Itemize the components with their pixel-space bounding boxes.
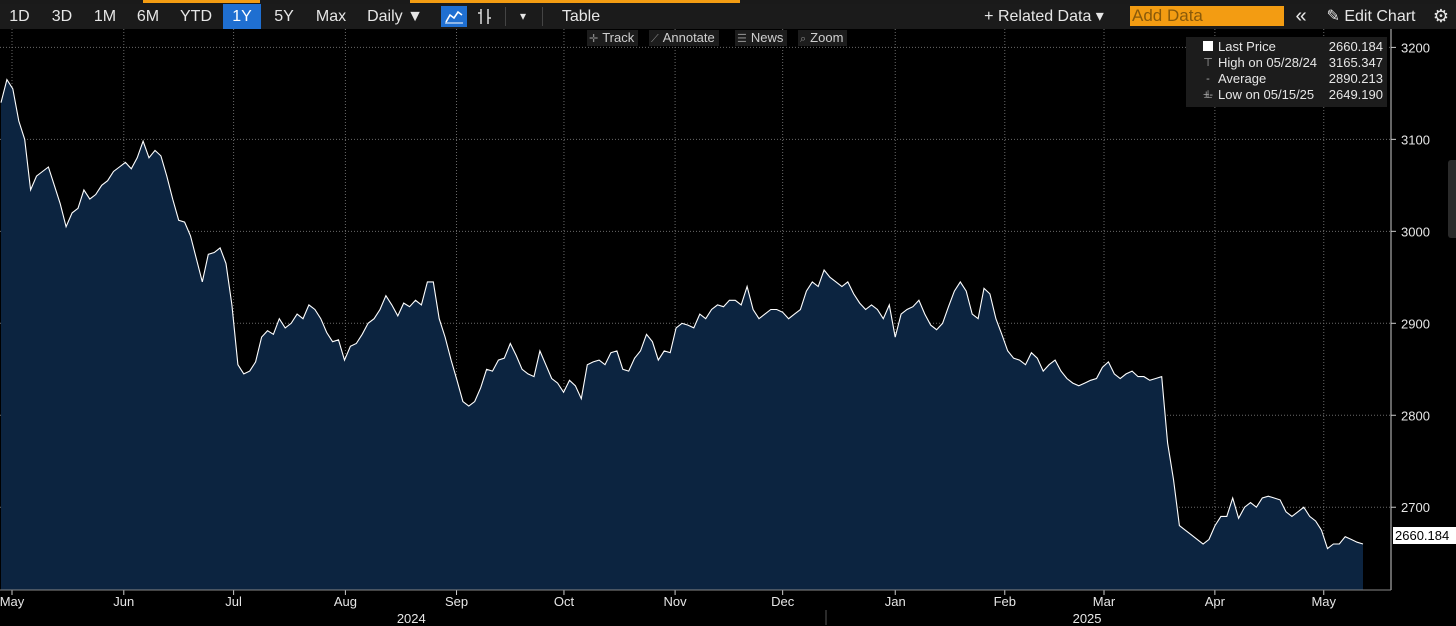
legend-value: 2649.190 bbox=[1328, 87, 1383, 102]
range-1y-button[interactable]: 1Y bbox=[223, 4, 261, 29]
annotate-tool[interactable]: ⟋ Annotate bbox=[649, 30, 719, 46]
average-marker-icon: -+- bbox=[1202, 73, 1214, 101]
x-tick-label: Jan bbox=[885, 594, 906, 609]
zoom-tool[interactable]: ⌕ Zoom bbox=[798, 30, 848, 46]
gear-icon[interactable]: ⚙ bbox=[1432, 6, 1450, 26]
x-tick-label: Apr bbox=[1205, 594, 1226, 609]
add-data-input[interactable] bbox=[1130, 6, 1284, 26]
y-tick-label: 2900 bbox=[1401, 316, 1430, 331]
low-marker-icon: ⊥ bbox=[1203, 89, 1213, 101]
edit-chart-button[interactable]: ✎ Edit Chart bbox=[1326, 8, 1416, 25]
legend-row-high[interactable]: ⊤ High on 05/28/24 3165.347 bbox=[1186, 55, 1387, 71]
track-label: Track bbox=[602, 30, 635, 45]
legend-value: 3165.347 bbox=[1328, 55, 1383, 70]
legend-label: Average bbox=[1218, 71, 1267, 86]
y-tick-label: 3200 bbox=[1401, 40, 1430, 55]
crosshair-icon: ✛ bbox=[589, 33, 599, 45]
frequency-select[interactable]: Daily ▼ bbox=[367, 8, 423, 25]
x-tick-label: Aug bbox=[334, 594, 357, 609]
related-data-button[interactable]: + Related Data ▾ bbox=[984, 8, 1104, 25]
table-button[interactable]: Table bbox=[561, 8, 601, 25]
x-tick-label: Nov bbox=[664, 594, 688, 609]
last-price-tag: 2660.184 bbox=[1393, 527, 1456, 544]
legend-label: High on 05/28/24 bbox=[1218, 55, 1318, 70]
x-tick-label: Sep bbox=[445, 594, 468, 609]
legend-label: Low on 05/15/25 bbox=[1218, 87, 1315, 102]
range-1m-button[interactable]: 1M bbox=[93, 8, 117, 25]
toolbar-divider bbox=[505, 7, 506, 26]
range-max-button[interactable]: Max bbox=[315, 8, 347, 25]
price-area-fill bbox=[1, 79, 1363, 590]
x-tick-label: Oct bbox=[554, 594, 575, 609]
annotate-label: Annotate bbox=[662, 30, 715, 45]
track-tool[interactable]: ✛ Track bbox=[587, 30, 639, 46]
price-line bbox=[0, 78, 1364, 550]
news-icon: ☰ bbox=[737, 33, 747, 45]
chart-axes: 2700 2800 2900 3000 3100 3200 May Jun Jul Aug Sep O… bbox=[0, 29, 1430, 626]
bar-chart-icon[interactable] bbox=[472, 6, 498, 27]
collapse-icon[interactable]: « bbox=[1295, 5, 1307, 27]
legend-label: Last Price bbox=[1218, 39, 1276, 54]
pen-icon: ⟋ bbox=[651, 33, 659, 45]
range-1d-button[interactable]: 1D bbox=[9, 8, 30, 25]
range-ytd-button[interactable]: YTD bbox=[180, 8, 212, 25]
toolbar-divider bbox=[542, 7, 543, 26]
y-tick-label: 3100 bbox=[1401, 132, 1430, 147]
y-tick-label: 2700 bbox=[1401, 500, 1430, 515]
legend-value: 2890.213 bbox=[1328, 71, 1383, 86]
legend-row-last-price[interactable]: Last Price 2660.184 bbox=[1186, 39, 1387, 55]
price-chart: 2700 2800 2900 3000 3100 3200 May Jun Jul Aug Sep O… bbox=[0, 29, 1430, 626]
zoom-label: Zoom bbox=[810, 30, 844, 45]
chart-type-dropdown[interactable]: ▾ bbox=[519, 9, 527, 23]
x-tick-label: Feb bbox=[994, 594, 1016, 609]
x-tick-label: Dec bbox=[771, 594, 795, 609]
chart-legend: Last Price 2660.184 ⊤ High on 05/28/24 3… bbox=[1186, 37, 1387, 107]
y-tick-label: 3000 bbox=[1401, 224, 1430, 239]
chart-toolbar: 1D 3D 1M 6M YTD 1Y 5Y Max Daily ▼ ▾ Tabl… bbox=[0, 4, 1456, 29]
x-tick-label: May bbox=[0, 594, 25, 609]
legend-value: 2660.184 bbox=[1328, 39, 1383, 54]
year-label: 2024 bbox=[397, 611, 426, 626]
range-6m-button[interactable]: 6M bbox=[136, 8, 160, 25]
x-tick-label: Mar bbox=[1093, 594, 1116, 609]
legend-row-low[interactable]: ⊥ Low on 05/15/25 2649.190 bbox=[1186, 87, 1387, 103]
news-label: News bbox=[750, 30, 784, 45]
y-tick-label: 2800 bbox=[1401, 408, 1430, 423]
range-3d-button[interactable]: 3D bbox=[51, 8, 73, 25]
x-tick-label: Jul bbox=[225, 594, 242, 609]
range-5y-button[interactable]: 5Y bbox=[274, 8, 294, 25]
x-tick-label: May bbox=[1311, 594, 1336, 609]
year-label: 2025 bbox=[1073, 611, 1102, 626]
line-chart-icon[interactable] bbox=[441, 6, 467, 27]
legend-square-icon bbox=[1202, 39, 1214, 58]
top-strip bbox=[0, 0, 1456, 4]
news-tool[interactable]: ☰ News bbox=[735, 30, 788, 46]
top-strip-segment bbox=[143, 0, 260, 3]
x-tick-label: Jun bbox=[113, 594, 134, 609]
zoom-icon: ⌕ bbox=[800, 33, 807, 45]
top-strip-segment bbox=[410, 0, 740, 3]
high-marker-icon: ⊤ bbox=[1203, 57, 1213, 69]
legend-row-average[interactable]: -+- Average 2890.213 bbox=[1186, 71, 1387, 101]
side-panel-handle[interactable] bbox=[1448, 160, 1456, 238]
